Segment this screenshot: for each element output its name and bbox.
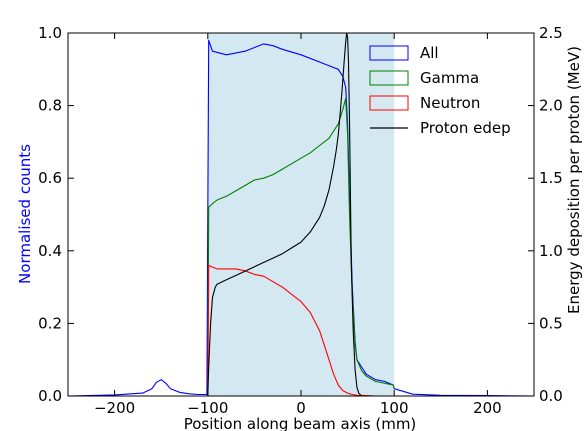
y-right-tick-label: 2.5 — [539, 24, 563, 42]
y-right-tick-label: 2.0 — [539, 97, 563, 115]
series-line-proton-edep — [207, 32, 362, 397]
y-right-tick-label: 1.5 — [539, 169, 563, 187]
x-tick-label: −100 — [187, 399, 228, 417]
x-tick-label: 200 — [473, 399, 502, 417]
series-line-neutron — [207, 264, 395, 397]
shaded-region — [207, 33, 395, 396]
legend-label-proton-edep: Proton edep — [420, 119, 511, 137]
series-line-gamma — [207, 97, 395, 397]
ticks-layer: −200 −100 0 100 200 0.0 0.2 0.4 0.6 0.8 1.0 0.0 0.5 1… — [38, 24, 563, 417]
legend-label-all: All — [420, 44, 439, 62]
y-axis-label-right: Energy deposition per proton (MeV) — [565, 46, 583, 314]
y-left-tick-label: 0.2 — [38, 314, 62, 332]
y-left-tick-label: 0.6 — [38, 169, 62, 187]
y-left-tick-label: 0.4 — [38, 242, 62, 260]
legend-label-gamma: Gamma — [420, 69, 479, 87]
legend-swatch-neutron — [369, 95, 409, 111]
x-axis-label: Position along beam axis (mm) — [184, 415, 417, 431]
series-line-all — [67, 39, 535, 397]
y-right-tick-label: 0.0 — [539, 387, 563, 405]
x-tick-label: 100 — [380, 399, 409, 417]
series-layer — [67, 32, 535, 397]
y-right-tick-label: 1.0 — [539, 242, 563, 260]
y-left-tick-label: 0.8 — [38, 97, 62, 115]
legend: All Gamma Neutron Proton edep — [369, 44, 511, 137]
y-axis-label-left: Normalised counts — [16, 144, 34, 284]
x-tick-label: 0 — [296, 399, 306, 417]
y-right-tick-label: 0.5 — [539, 314, 563, 332]
y-left-tick-label: 0.0 — [38, 387, 62, 405]
x-tick-label: −200 — [94, 399, 135, 417]
legend-swatch-all — [369, 45, 409, 61]
legend-label-neutron: Neutron — [420, 94, 480, 112]
legend-swatch-gamma — [369, 70, 409, 86]
y-left-tick-label: 1.0 — [38, 24, 62, 42]
